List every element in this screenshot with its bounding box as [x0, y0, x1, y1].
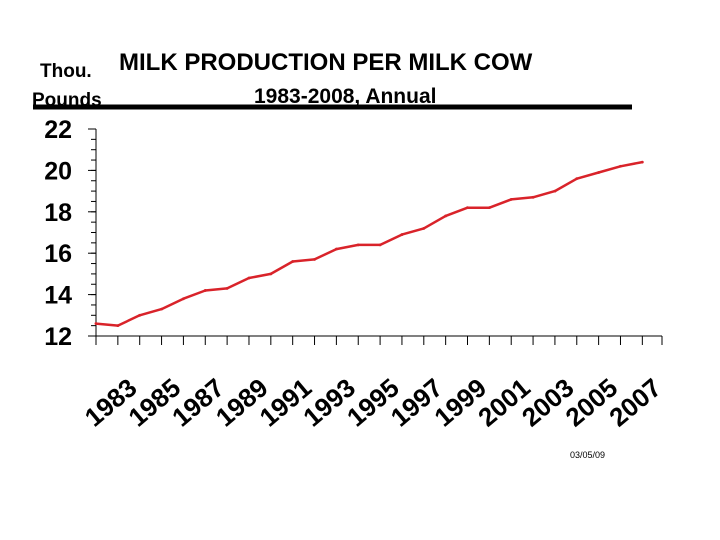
- data-point: [466, 206, 469, 210]
- data-point: [182, 297, 185, 301]
- chart-subtitle: 1983-2008, Annual: [254, 85, 436, 108]
- x-tick-label: 2007: [603, 372, 667, 432]
- data-point: [203, 289, 207, 292]
- data-point: [400, 233, 404, 236]
- y-tick-label: 22: [44, 116, 72, 144]
- data-point: [378, 243, 382, 247]
- data-point: [94, 322, 98, 325]
- y-units-thou: Thou.: [40, 61, 92, 82]
- data-point: [444, 214, 448, 218]
- axes: 1214161820221983198519871989199119931995…: [44, 116, 667, 432]
- data-point: [356, 243, 360, 247]
- data-point: [575, 177, 579, 181]
- data-point: [160, 307, 163, 311]
- y-tick-label: 12: [44, 323, 72, 351]
- data-point: [247, 276, 251, 280]
- data-point: [640, 160, 644, 164]
- y-tick-label: 18: [44, 199, 72, 227]
- data-point: [116, 324, 120, 328]
- data-point: [313, 258, 316, 261]
- chart-title: MILK PRODUCTION PER MILK COW: [119, 49, 533, 76]
- data-point: [225, 286, 229, 290]
- data-point: [291, 260, 295, 263]
- data-point: [138, 313, 142, 317]
- y-tick-label: 20: [44, 157, 72, 185]
- data-point: [597, 171, 601, 174]
- data-point: [619, 164, 622, 168]
- y-tick-label: 14: [44, 282, 72, 310]
- data-point: [422, 226, 426, 230]
- data-point: [509, 197, 513, 201]
- data-point: [487, 206, 491, 210]
- data-point: [269, 272, 273, 276]
- series-line: [95, 160, 643, 327]
- series-layer: [94, 160, 644, 328]
- y-tick-label: 16: [44, 240, 72, 268]
- data-point: [531, 195, 535, 199]
- data-point: [553, 189, 557, 193]
- date-stamp: 03/05/09: [570, 450, 605, 460]
- data-point: [334, 247, 338, 251]
